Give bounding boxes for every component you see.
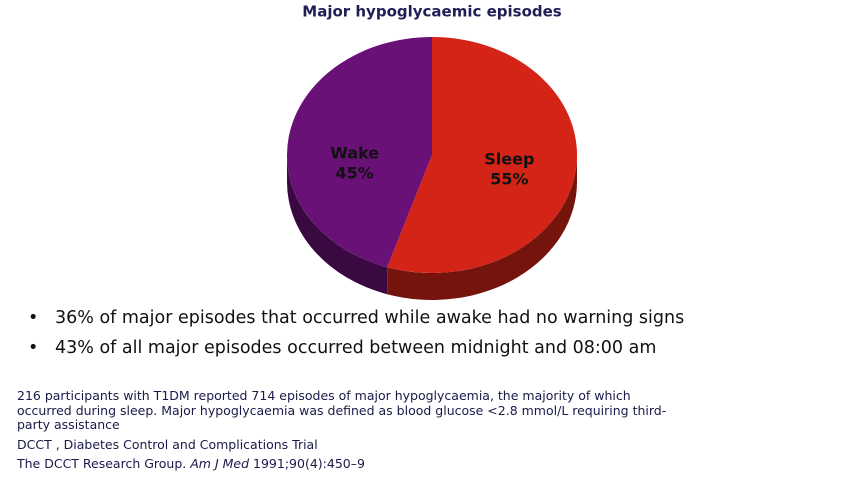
slice [287, 37, 432, 268]
footnote: DCCT , Diabetes Control and Complication… [17, 436, 318, 452]
bullet: 36% of major episodes that occurred whil… [22, 303, 684, 333]
slice [387, 37, 578, 273]
reference-authors: The DCCT Research Group. [17, 456, 187, 471]
bullet: 43% of all major episodes occurred betwe… [22, 333, 684, 363]
footnote: 216 participants with T1DM reported 714 … [17, 388, 667, 432]
footnotes: 216 participants with T1DM reported 714 … [17, 388, 677, 477]
slice-value-label: 45% [336, 163, 374, 182]
slice-side [287, 155, 388, 295]
slice-value-label: 55% [490, 169, 528, 188]
slice-side [387, 155, 577, 300]
slice-label: Sleep [484, 149, 534, 168]
slice-label: Wake [330, 143, 379, 162]
reference-citation: 1991;90(4):450–9 [253, 456, 365, 471]
bullet-list: 36% of major episodes that occurred whil… [22, 303, 684, 363]
reference-journal: Am J Med [190, 456, 250, 471]
reference: The DCCT Research Group. Am J Med 1991;9… [17, 456, 677, 472]
chart-title: Major hypoglycaemic episodes [302, 3, 562, 21]
